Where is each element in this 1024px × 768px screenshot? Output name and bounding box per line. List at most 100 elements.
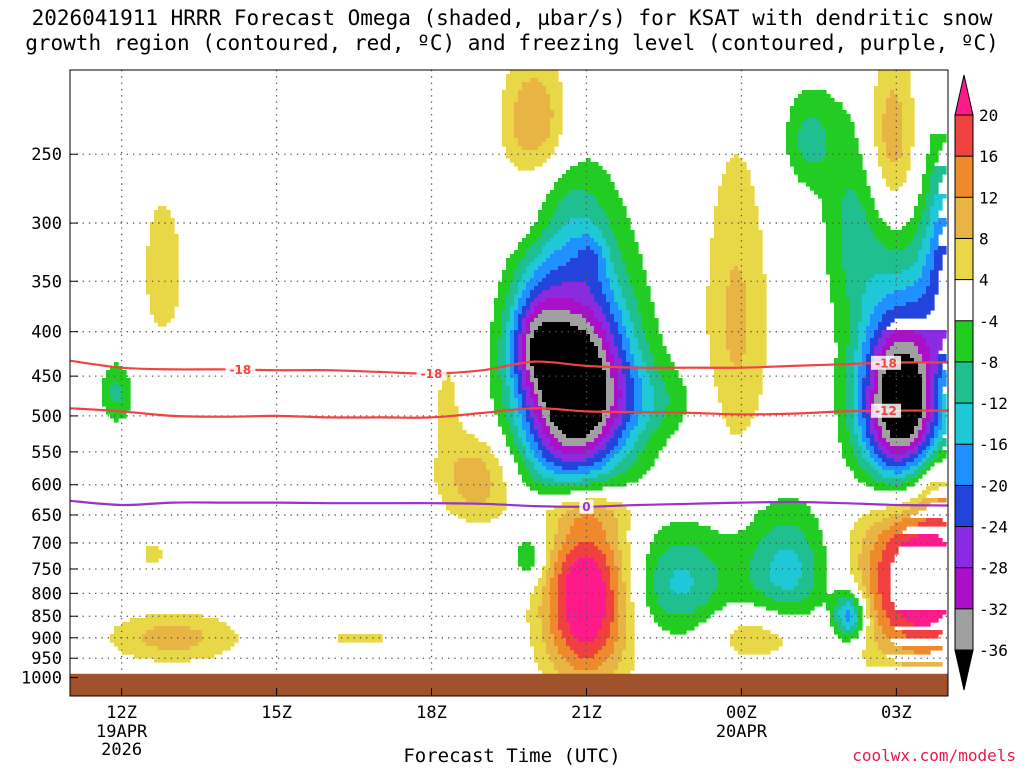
omega-cell xyxy=(870,222,887,227)
omega-cell xyxy=(922,218,931,223)
omega-cell xyxy=(930,386,935,391)
omega-cell xyxy=(506,414,515,419)
omega-cell xyxy=(490,326,503,331)
colorbar-tick-label: 4 xyxy=(979,271,989,290)
contour-label-bg xyxy=(416,366,447,381)
omega-cell xyxy=(862,386,867,391)
omega-cell xyxy=(594,638,607,643)
omega-cell xyxy=(506,266,519,271)
omega-cell xyxy=(622,566,631,571)
omega-cell xyxy=(930,206,943,211)
omega-cell xyxy=(858,458,867,463)
omega-cell xyxy=(102,390,111,395)
omega-cell xyxy=(874,350,883,355)
omega-cell xyxy=(554,182,615,187)
omega-cell xyxy=(862,594,867,599)
omega-cell xyxy=(882,346,891,351)
omega-cell xyxy=(870,570,879,575)
omega-cell xyxy=(862,542,875,547)
omega-cell xyxy=(710,334,727,339)
omega-cell xyxy=(586,458,603,463)
omega-cell xyxy=(566,590,607,595)
omega-cell xyxy=(514,298,519,303)
y-tick-label: 850 xyxy=(31,607,62,627)
omega-cell xyxy=(530,594,543,599)
omega-cell xyxy=(490,358,499,363)
omega-cell xyxy=(634,322,643,327)
omega-cell xyxy=(570,190,587,195)
omega-cell xyxy=(510,70,559,75)
omega-cell xyxy=(850,442,859,447)
omega-cell xyxy=(850,530,867,535)
omega-cell xyxy=(878,622,891,627)
omega-cell xyxy=(926,202,935,207)
omega-cell xyxy=(898,158,911,163)
omega-cell xyxy=(538,490,571,495)
omega-cell xyxy=(926,402,931,407)
omega-cell xyxy=(614,422,623,427)
omega-cell xyxy=(774,554,799,559)
omega-cell xyxy=(854,470,867,475)
omega-cell xyxy=(614,454,627,459)
omega-cell xyxy=(550,614,559,619)
omega-cell xyxy=(626,390,635,395)
omega-cell xyxy=(894,306,935,311)
omega-cell xyxy=(502,378,507,383)
omega-cell xyxy=(930,378,935,383)
omega-cell xyxy=(734,630,771,635)
omega-cell xyxy=(542,262,567,267)
omega-cell xyxy=(894,470,903,475)
omega-cell xyxy=(926,158,939,163)
omega-cell xyxy=(922,402,927,407)
colorbar-segment xyxy=(954,237,974,281)
omega-cell xyxy=(874,334,883,339)
omega-cell xyxy=(654,430,675,435)
omega-cell xyxy=(522,478,535,483)
omega-cell xyxy=(934,166,947,171)
omega-cell xyxy=(938,394,943,399)
omega-cell xyxy=(882,378,923,383)
omega-cell xyxy=(530,294,539,299)
omega-cell xyxy=(830,622,839,627)
omega-cell xyxy=(602,250,611,255)
omega-cell xyxy=(542,410,551,415)
omega-cell xyxy=(862,306,875,311)
omega-cell xyxy=(866,530,883,535)
omega-cell xyxy=(634,290,651,295)
omega-cell xyxy=(598,262,607,267)
omega-cell xyxy=(886,454,911,459)
omega-cell xyxy=(558,202,599,207)
contour-label: 0 xyxy=(582,500,590,514)
omega-cell xyxy=(634,330,647,335)
omega-cell xyxy=(710,262,763,267)
omega-cell xyxy=(726,306,747,311)
omega-cell xyxy=(794,98,835,103)
omega-cell xyxy=(846,358,855,363)
colorbar-tick-label: 16 xyxy=(979,147,998,166)
omega-cell xyxy=(862,342,871,347)
omega-cell xyxy=(930,142,943,147)
omega-cell xyxy=(562,514,583,519)
omega-cell xyxy=(862,570,871,575)
omega-cell xyxy=(934,402,939,407)
omega-cell xyxy=(930,218,939,223)
omega-cell xyxy=(526,322,531,327)
omega-cell xyxy=(654,398,671,403)
omega-cell xyxy=(718,570,751,575)
omega-cell xyxy=(554,538,567,543)
omega-cell xyxy=(874,90,891,95)
omega-cell xyxy=(938,434,943,439)
omega-cell xyxy=(122,386,131,391)
omega-cell xyxy=(822,206,843,211)
omega-cell xyxy=(882,594,891,599)
omega-cell xyxy=(926,446,931,451)
credit-link[interactable]: coolwx.com/models xyxy=(852,746,1016,765)
omega-cell xyxy=(838,438,851,443)
omega-cell xyxy=(846,610,851,615)
omega-cell xyxy=(438,490,459,495)
omega-cell xyxy=(554,542,563,547)
omega-cell xyxy=(522,402,527,407)
omega-cell xyxy=(602,430,611,435)
omega-cell xyxy=(606,406,611,411)
omega-cell xyxy=(594,446,607,451)
